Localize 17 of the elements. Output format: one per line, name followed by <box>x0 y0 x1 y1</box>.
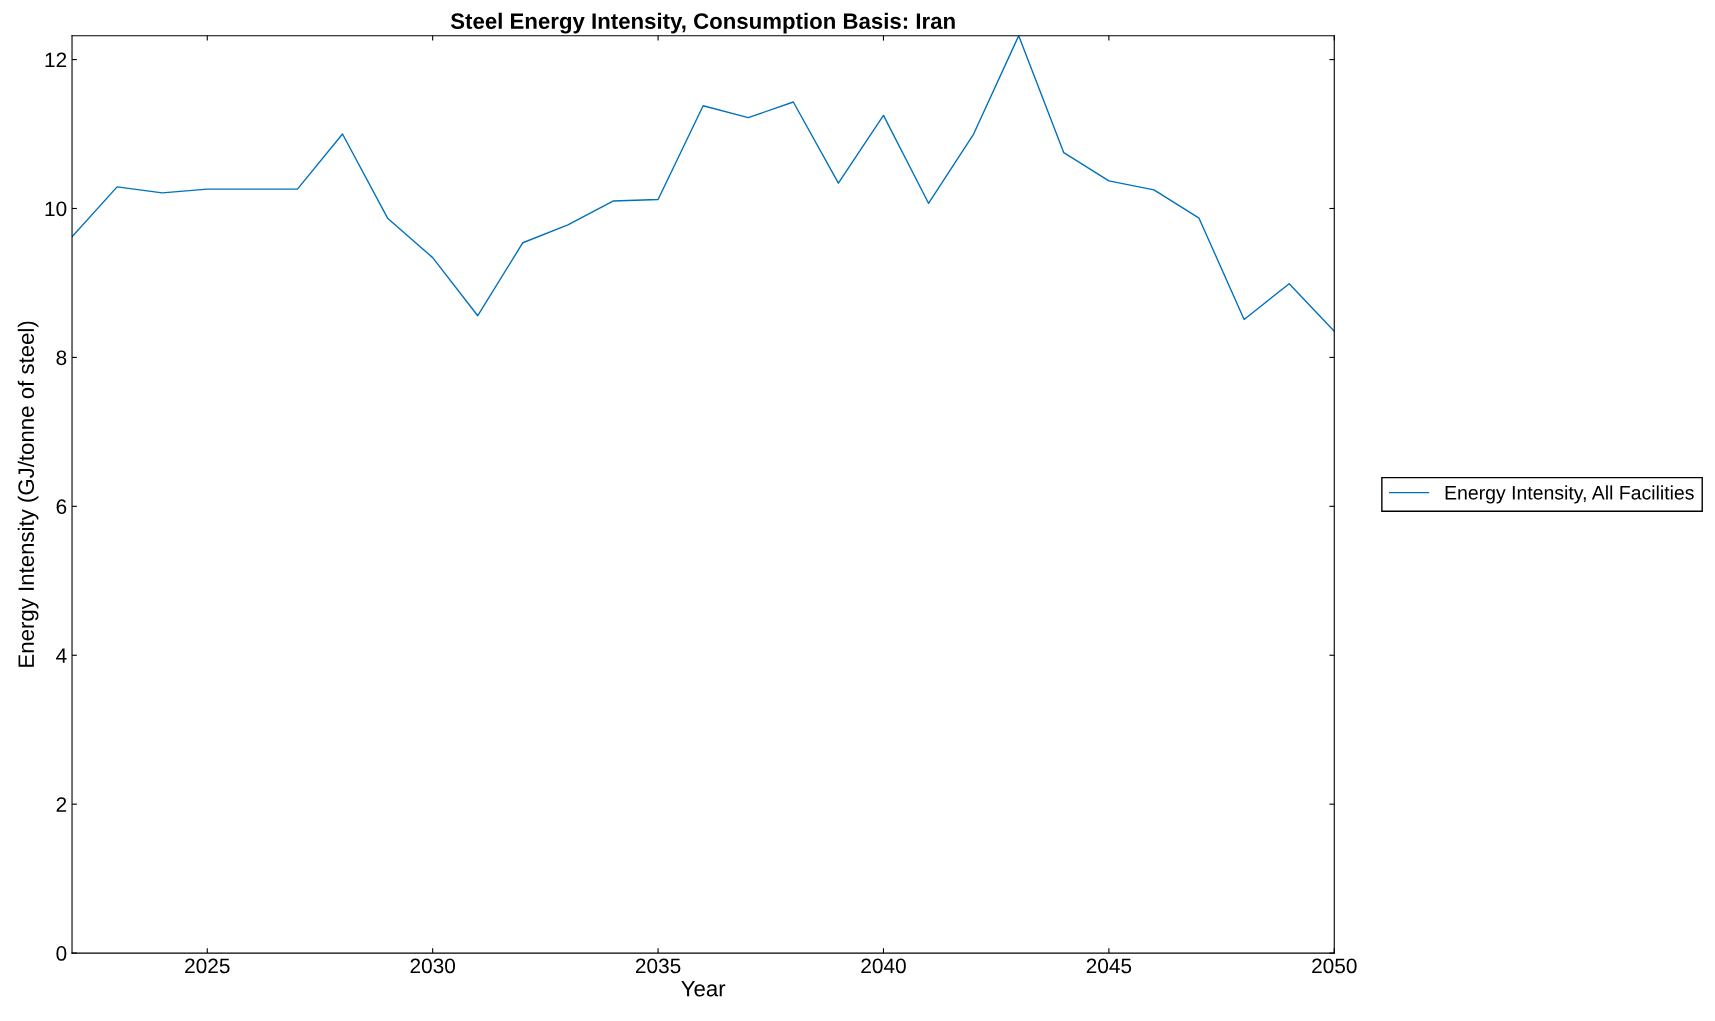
x-tick-label: 2050 <box>1312 958 1357 974</box>
y-tick-label: 2 <box>56 797 67 812</box>
y-tick-label: 10 <box>45 201 67 217</box>
y-tick-label: 8 <box>56 350 67 366</box>
x-tick-label: 2025 <box>185 958 230 974</box>
legend-label: Energy Intensity, All Facilities <box>1445 485 1694 504</box>
y-axis-title: Energy Intensity (GJ/tonne of steel) <box>17 321 39 667</box>
y-tick-label: 0 <box>56 946 67 961</box>
chart-title: Steel Energy Intensity, Consumption Basis: Iran <box>450 12 955 34</box>
x-tick-label: 2035 <box>635 958 681 974</box>
x-tick-label: 2030 <box>410 958 456 974</box>
x-axis-title: Year <box>681 980 726 997</box>
y-tick-label: 12 <box>45 52 67 68</box>
y-tick-label: 6 <box>56 499 67 515</box>
x-tick-label: 2045 <box>1086 958 1132 974</box>
x-tick-label: 2040 <box>861 958 906 974</box>
y-tick-label: 4 <box>56 648 67 663</box>
